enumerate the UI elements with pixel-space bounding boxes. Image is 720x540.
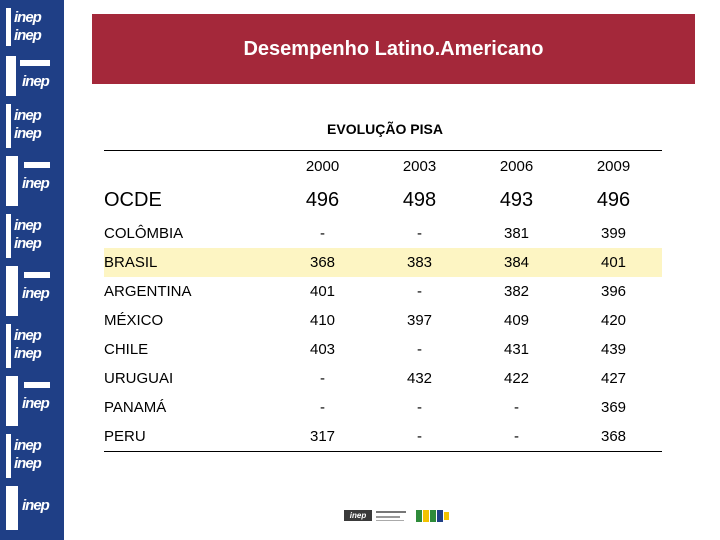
score-cell: 409	[503, 312, 530, 329]
year-header: 2000	[274, 150, 371, 181]
table-row-argentina: ARGENTINA 401 - 382 396	[104, 277, 662, 306]
table-row-brasil-highlighted: BRASIL 368 383 384 401	[104, 248, 662, 277]
score-cell: 317	[274, 422, 371, 452]
score-cell: -	[320, 399, 325, 416]
score-cell: -	[320, 225, 325, 242]
score-cell: -	[468, 422, 565, 452]
header-banner: Desempenho Latino.Americano	[92, 14, 695, 84]
year-header: 2003	[371, 150, 468, 181]
score-cell: -	[417, 225, 422, 242]
score-cell: 384	[468, 248, 565, 277]
year-header: 2006	[468, 150, 565, 181]
table-row-chile: CHILE 403 - 431 439	[104, 335, 662, 364]
table-row-ocde: OCDE 496 498 493 496	[104, 181, 662, 219]
footer-logos: inep	[344, 508, 450, 524]
score-cell: -	[417, 399, 422, 416]
score-cell: -	[417, 283, 422, 300]
table-row-peru: PERU 317 - - 368	[104, 422, 662, 452]
score-cell: 381	[503, 225, 530, 242]
country-name: OCDE	[104, 188, 162, 211]
score-cell: 368	[274, 248, 371, 277]
country-name: COLÔMBIA	[104, 225, 184, 242]
country-name: BRASIL	[104, 248, 274, 277]
score-cell: 427	[600, 370, 627, 387]
score-cell: 493	[499, 188, 534, 211]
inep-logo-strip: inep inep inep inep inep inep inep inep …	[0, 0, 64, 540]
table-row-mexico: MÉXICO 410 397 409 420	[104, 306, 662, 335]
score-cell: 399	[600, 225, 627, 242]
score-cell: -	[417, 341, 422, 358]
country-name: MÉXICO	[104, 312, 164, 329]
country-name: PERU	[104, 422, 274, 452]
score-cell: 410	[309, 312, 336, 329]
score-cell: 496	[305, 188, 340, 211]
score-cell: 401	[309, 283, 336, 300]
table-row-uruguai: URUGUAI - 432 422 427	[104, 364, 662, 393]
score-cell: 397	[406, 312, 433, 329]
score-cell: 369	[600, 399, 627, 416]
page-title: Desempenho Latino.Americano	[243, 37, 544, 60]
table-row-colombia: COLÔMBIA - - 381 399	[104, 219, 662, 248]
year-header: 2009	[565, 150, 662, 181]
score-cell: -	[514, 399, 519, 416]
brasil-logo	[416, 508, 450, 524]
country-name: ARGENTINA	[104, 283, 192, 300]
score-cell: 432	[406, 370, 433, 387]
score-cell: 420	[600, 312, 627, 329]
country-name: URUGUAI	[104, 370, 174, 387]
score-cell: 368	[565, 422, 662, 452]
score-cell: 403	[309, 341, 336, 358]
score-cell: 439	[600, 341, 627, 358]
table-row-panama: PANAMÁ - - - 369	[104, 393, 662, 422]
country-name: CHILE	[104, 341, 149, 358]
score-cell: 496	[596, 188, 631, 211]
year-header-row: 2000 2003 2006 2009	[104, 150, 662, 181]
score-cell: 396	[600, 283, 627, 300]
score-cell: 431	[503, 341, 530, 358]
pisa-table: 2000 2003 2006 2009 OCDE 496 498 493 496…	[104, 150, 662, 452]
corner-cell	[104, 150, 274, 181]
score-cell: 383	[371, 248, 468, 277]
score-cell: -	[320, 370, 325, 387]
country-name: PANAMÁ	[104, 399, 167, 416]
inep-logo: inep	[344, 510, 372, 521]
score-cell: 382	[503, 283, 530, 300]
score-cell: 422	[503, 370, 530, 387]
score-cell: 498	[402, 188, 437, 211]
ministry-logo	[376, 508, 412, 524]
table-title: EVOLUÇÃO PISA	[327, 121, 443, 137]
score-cell: 401	[565, 248, 662, 277]
score-cell: -	[371, 422, 468, 452]
strip-logo-text: inep	[14, 9, 42, 26]
